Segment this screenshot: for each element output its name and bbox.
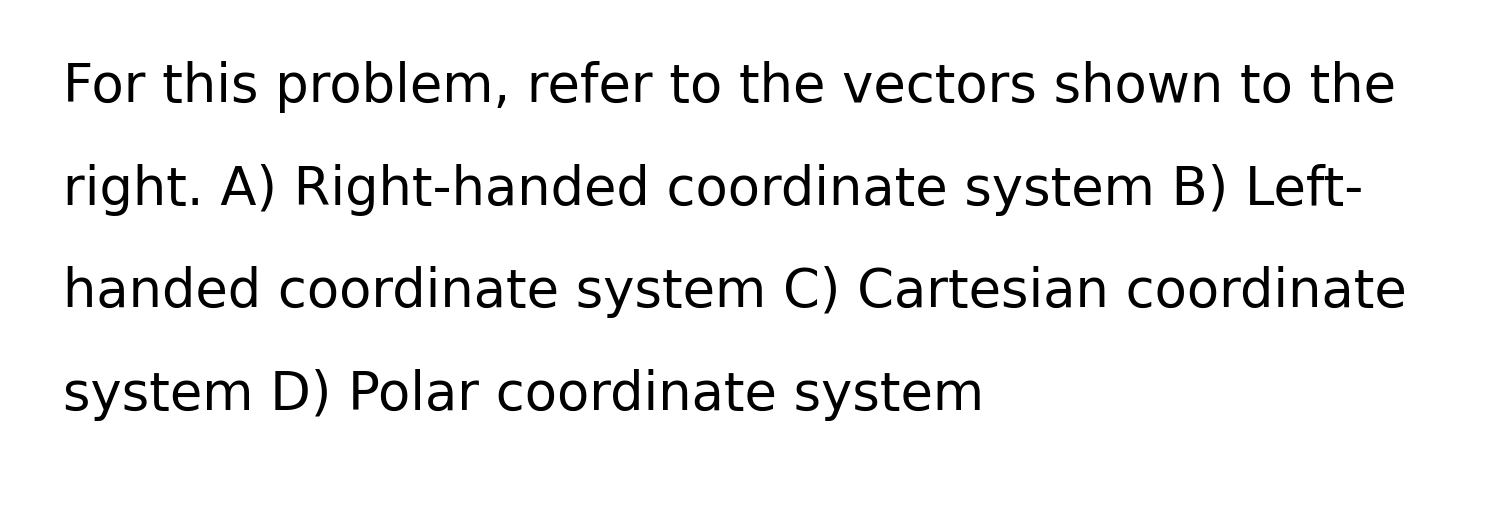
Text: right. A) Right-handed coordinate system B) Left-: right. A) Right-handed coordinate system… — [63, 164, 1364, 216]
Text: handed coordinate system C) Cartesian coordinate: handed coordinate system C) Cartesian co… — [63, 266, 1407, 318]
Text: For this problem, refer to the vectors shown to the: For this problem, refer to the vectors s… — [63, 61, 1396, 114]
Text: system D) Polar coordinate system: system D) Polar coordinate system — [63, 369, 984, 421]
